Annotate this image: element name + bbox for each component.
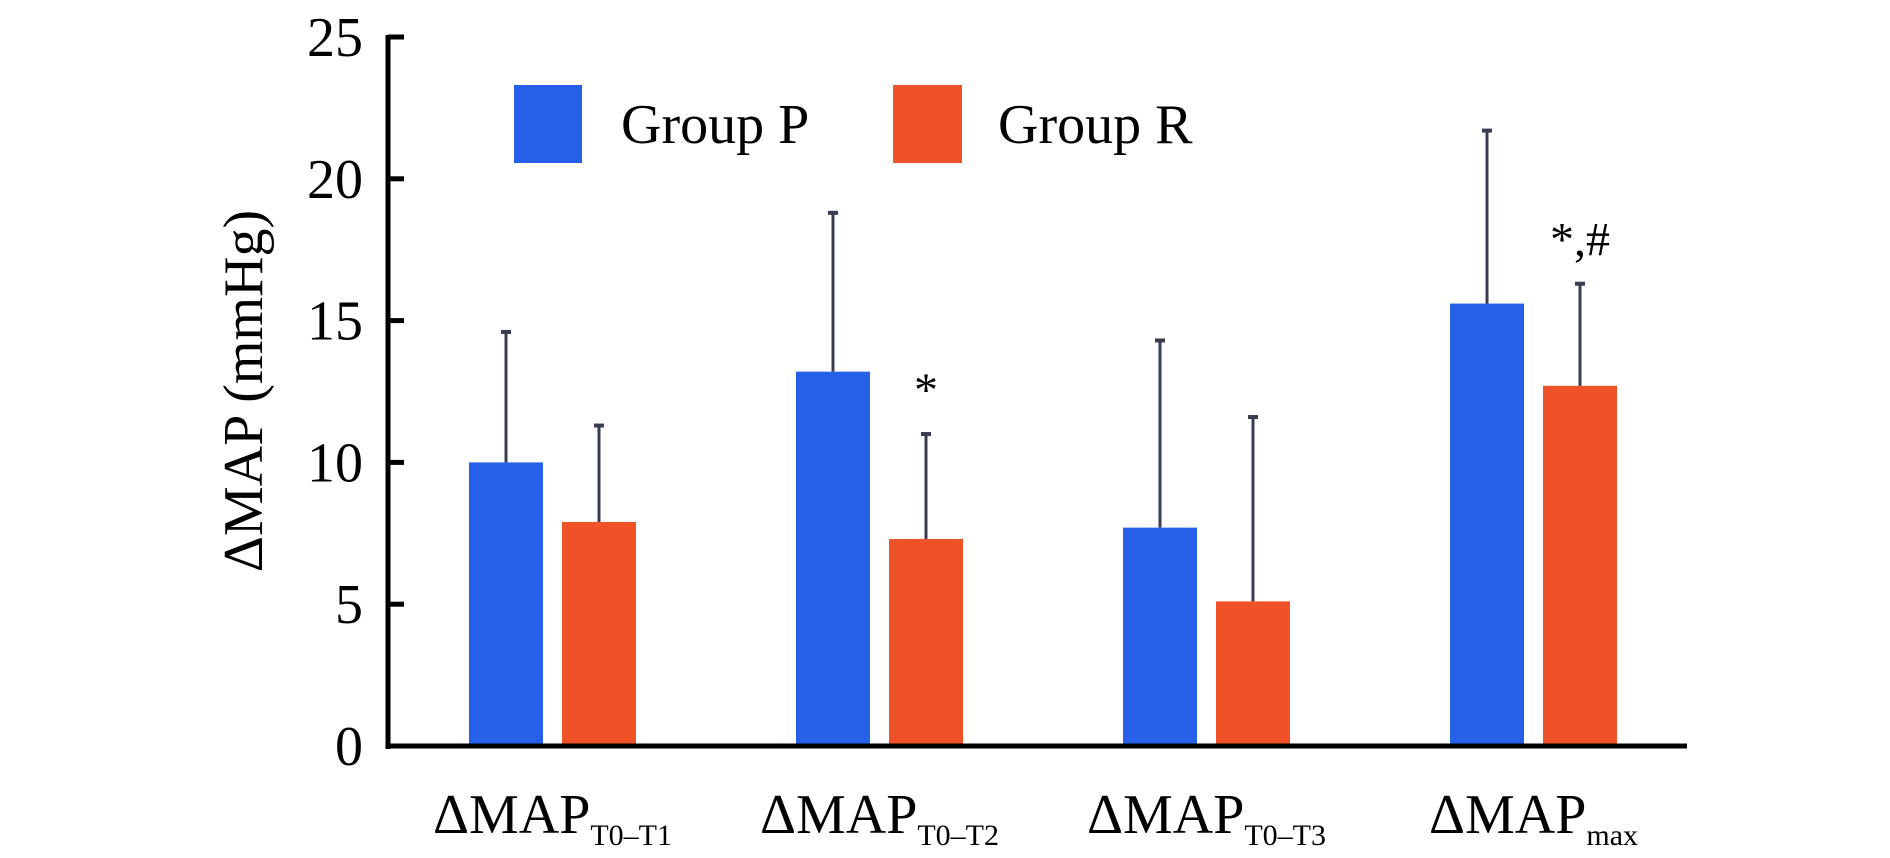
y-ticks: 0 5 10 15 20 25 (307, 7, 404, 778)
y-tick-label: 20 (307, 149, 363, 211)
bar-group-p-2 (1123, 527, 1197, 746)
x-tick-label-subscript: T0–T1 (590, 819, 672, 852)
bar-group-p-0 (469, 462, 543, 746)
bar-group-p-1 (796, 371, 870, 746)
x-tick-label-subscript: T0–T3 (1244, 819, 1326, 852)
legend-label-group-r: Group R (998, 94, 1193, 156)
bars-layer (469, 303, 1617, 746)
significance-marker: *,# (1550, 214, 1610, 267)
bar-group-r-3 (1543, 385, 1617, 746)
y-axis-title: ΔMAP (mmHg) (213, 210, 275, 572)
x-tick-label-main: ΔMAP (1429, 784, 1586, 846)
x-tick-label-main: ΔMAP (760, 784, 917, 846)
bar-group-r-1 (889, 538, 963, 746)
x-tick-label-subscript: max (1586, 819, 1638, 852)
legend-swatch-group-p (514, 85, 582, 163)
x-tick-label: ΔMAPT0–T2 (760, 784, 999, 852)
significance-marker: * (914, 364, 938, 417)
y-tick-label: 25 (307, 7, 363, 69)
significance-annotations: * *,# (914, 214, 1610, 417)
bar-group-r-0 (562, 521, 636, 746)
y-tick-label: 10 (307, 432, 363, 494)
x-tick-labels: ΔMAPT0–T1 ΔMAPT0–T2 ΔMAPT0–T3 ΔMAPmax (433, 784, 1638, 852)
y-tick-label: 0 (335, 716, 363, 778)
x-tick-label-main: ΔMAP (1087, 784, 1244, 846)
legend: Group P Group R (514, 85, 1193, 163)
x-tick-label: ΔMAPmax (1429, 784, 1638, 852)
x-tick-label: ΔMAPT0–T1 (433, 784, 672, 852)
y-tick-label: 15 (307, 291, 363, 353)
x-tick-label-main: ΔMAP (433, 784, 590, 846)
bar-group-p-3 (1450, 303, 1524, 746)
legend-label-group-p: Group P (621, 94, 809, 156)
x-tick-label-subscript: T0–T2 (917, 819, 999, 852)
legend-swatch-group-r (893, 85, 962, 163)
x-tick-label: ΔMAPT0–T3 (1087, 784, 1326, 852)
axes (385, 35, 1687, 749)
y-tick-label: 5 (335, 574, 363, 636)
error-bars-layer (501, 128, 1585, 602)
bar-group-r-2 (1216, 601, 1290, 746)
